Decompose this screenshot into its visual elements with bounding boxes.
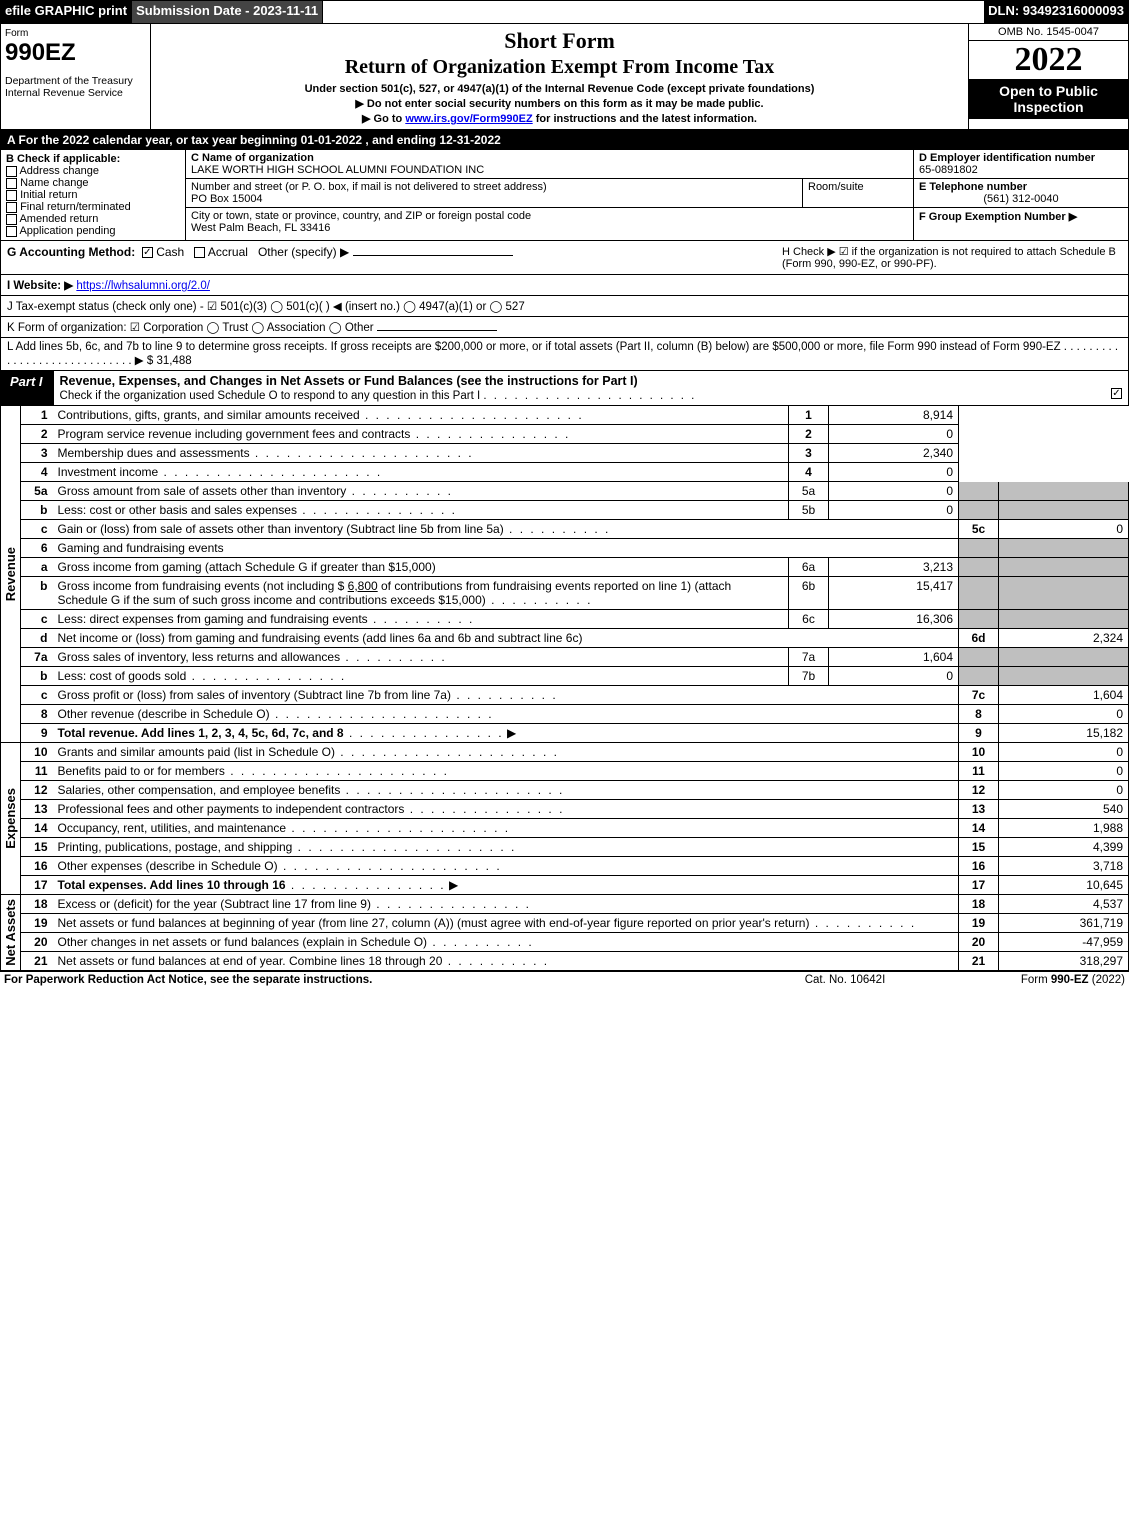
line-6: 6Gaming and fundraising events xyxy=(21,539,1129,558)
subtitle-section: Under section 501(c), 527, or 4947(a)(1)… xyxy=(157,83,962,95)
phone: (561) 312-0040 xyxy=(919,193,1123,205)
form-tag: Form 990-EZ (2022) xyxy=(945,974,1125,986)
side-revenue: Revenue xyxy=(0,406,20,743)
line-1: 1Contributions, gifts, grants, and simil… xyxy=(21,406,1129,425)
line-18: 18Excess or (deficit) for the year (Subt… xyxy=(21,895,1129,914)
line-5c: cGain or (loss) from sale of assets othe… xyxy=(21,520,1129,539)
row-k: K Form of organization: ☑ Corporation ◯ … xyxy=(0,317,1129,338)
line-20: 20Other changes in net assets or fund ba… xyxy=(21,933,1129,952)
chk-initial[interactable]: Initial return xyxy=(6,189,180,201)
chk-address[interactable]: Address change xyxy=(6,165,180,177)
line-7a: 7aGross sales of inventory, less returns… xyxy=(21,648,1129,667)
line-17: 17Total expenses. Add lines 10 through 1… xyxy=(21,876,1129,895)
line-14: 14Occupancy, rent, utilities, and mainte… xyxy=(21,819,1129,838)
omb-number: OMB No. 1545-0047 xyxy=(969,24,1128,41)
dln: DLN: 93492316000093 xyxy=(984,1,1128,23)
line-16: 16Other expenses (describe in Schedule O… xyxy=(21,857,1129,876)
open-public: Open to Public Inspection xyxy=(969,79,1128,119)
chk-pending[interactable]: Application pending xyxy=(6,225,180,237)
net-assets-table: 18Excess or (deficit) for the year (Subt… xyxy=(20,895,1129,971)
line-5a: 5aGross amount from sale of assets other… xyxy=(21,482,1129,501)
subtitle-goto: ▶ Go to www.irs.gov/Form990EZ for instru… xyxy=(157,112,962,125)
line-12: 12Salaries, other compensation, and empl… xyxy=(21,781,1129,800)
title-return: Return of Organization Exempt From Incom… xyxy=(157,56,962,79)
line-13: 13Professional fees and other payments t… xyxy=(21,800,1129,819)
line-9: 9Total revenue. Add lines 1, 2, 3, 4, 5c… xyxy=(21,724,1129,743)
row-g-h: G Accounting Method: ✓ Cash Accrual Othe… xyxy=(0,241,1129,275)
col-def: D Employer identification number 65-0891… xyxy=(913,150,1128,240)
efile-label[interactable]: efile GRAPHIC print xyxy=(1,1,132,23)
street: PO Box 15004 xyxy=(191,193,263,205)
row-i: I Website: ▶ https://lwhsalumni.org/2.0/ xyxy=(0,275,1129,296)
title-short-form: Short Form xyxy=(157,28,962,54)
footer: For Paperwork Reduction Act Notice, see … xyxy=(0,971,1129,988)
line-7c: cGross profit or (loss) from sales of in… xyxy=(21,686,1129,705)
line-6d: dNet income or (loss) from gaming and fu… xyxy=(21,629,1129,648)
line-10: 10Grants and similar amounts paid (list … xyxy=(21,743,1129,762)
line-h: H Check ▶ ☑ if the organization is not r… xyxy=(782,245,1122,270)
form-number: 990EZ xyxy=(5,39,76,66)
line-3: 3Membership dues and assessments32,340 xyxy=(21,444,1129,463)
tax-year: 2022 xyxy=(969,41,1128,79)
line-21: 21Net assets or fund balances at end of … xyxy=(21,952,1129,971)
cat-no: Cat. No. 10642I xyxy=(745,974,945,986)
expenses-table: 10Grants and similar amounts paid (list … xyxy=(20,743,1129,895)
chk-accrual[interactable] xyxy=(194,247,205,258)
paperwork-notice: For Paperwork Reduction Act Notice, see … xyxy=(4,974,745,986)
subtitle-ssn: ▶ Do not enter social security numbers o… xyxy=(157,97,962,110)
line-6c: cLess: direct expenses from gaming and f… xyxy=(21,610,1129,629)
form-header: Form 990EZ Department of the Treasury In… xyxy=(0,24,1129,130)
line-8: 8Other revenue (describe in Schedule O)8… xyxy=(21,705,1129,724)
col-c: C Name of organization LAKE WORTH HIGH S… xyxy=(186,150,913,240)
part-i-header: Part I Revenue, Expenses, and Changes in… xyxy=(0,371,1129,406)
website-link[interactable]: https://lwhsalumni.org/2.0/ xyxy=(76,280,210,292)
line-11: 11Benefits paid to or for members110 xyxy=(21,762,1129,781)
part-tab: Part I xyxy=(0,371,53,406)
form-prefix: Form xyxy=(5,28,146,39)
line-19: 19Net assets or fund balances at beginni… xyxy=(21,914,1129,933)
line-6b: b Gross income from fundraising events (… xyxy=(21,577,1129,610)
side-net-assets: Net Assets xyxy=(0,895,20,971)
col-b: B Check if applicable: Address change Na… xyxy=(1,150,186,240)
chk-amended[interactable]: Amended return xyxy=(6,213,180,225)
revenue-table: 1Contributions, gifts, grants, and simil… xyxy=(20,406,1129,743)
city: West Palm Beach, FL 33416 xyxy=(191,222,330,234)
chk-schedule-o[interactable]: ✓ xyxy=(1111,388,1122,399)
line-5b: bLess: cost or other basis and sales exp… xyxy=(21,501,1129,520)
side-expenses: Expenses xyxy=(0,743,20,895)
submission-date: Submission Date - 2023-11-11 xyxy=(132,1,323,23)
chk-cash[interactable]: ✓ xyxy=(142,247,153,258)
gross-receipts: 31,488 xyxy=(156,355,191,367)
org-name: LAKE WORTH HIGH SCHOOL ALUMNI FOUNDATION… xyxy=(191,164,484,176)
top-bar: efile GRAPHIC print Submission Date - 20… xyxy=(0,0,1129,24)
irs-link[interactable]: www.irs.gov/Form990EZ xyxy=(405,113,532,125)
block-bcdef: B Check if applicable: Address change Na… xyxy=(0,150,1129,241)
6b-fill: 6,800 xyxy=(348,579,378,593)
chk-name[interactable]: Name change xyxy=(6,177,180,189)
row-j: J Tax-exempt status (check only one) - ☑… xyxy=(0,296,1129,317)
line-7b: bLess: cost of goods sold7b0 xyxy=(21,667,1129,686)
dept-treasury: Department of the Treasury Internal Reve… xyxy=(5,75,146,99)
line-6a: aGross income from gaming (attach Schedu… xyxy=(21,558,1129,577)
line-4: 4Investment income40 xyxy=(21,463,1129,482)
line-2: 2Program service revenue including gover… xyxy=(21,425,1129,444)
line-a: A For the 2022 calendar year, or tax yea… xyxy=(0,130,1129,150)
chk-final[interactable]: Final return/terminated xyxy=(6,201,180,213)
ein: 65-0891802 xyxy=(919,164,978,176)
line-15: 15Printing, publications, postage, and s… xyxy=(21,838,1129,857)
row-l: L Add lines 5b, 6c, and 7b to line 9 to … xyxy=(0,338,1129,371)
